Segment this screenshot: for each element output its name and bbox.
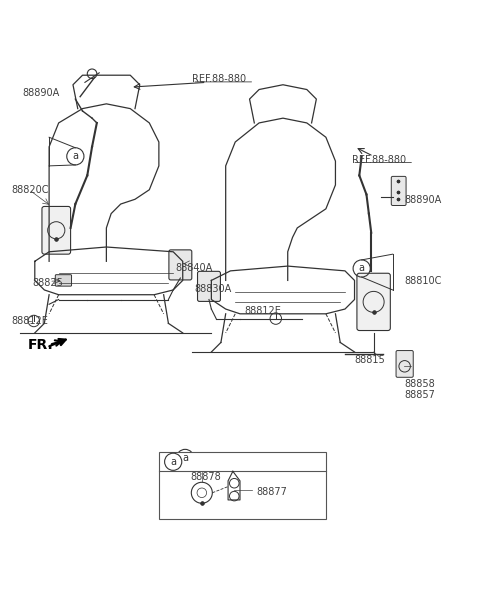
Text: REF.88-880: REF.88-880 [192, 74, 246, 84]
Text: 88812E: 88812E [11, 316, 48, 326]
Text: REF.88-880: REF.88-880 [352, 155, 406, 165]
FancyBboxPatch shape [55, 275, 72, 286]
Text: 88878: 88878 [190, 472, 221, 482]
Text: 88840A: 88840A [176, 264, 213, 274]
FancyBboxPatch shape [357, 273, 390, 331]
Bar [159, 452, 326, 519]
Text: 88810C: 88810C [405, 276, 442, 286]
Text: 88858: 88858 [405, 379, 435, 389]
Text: 88830A: 88830A [195, 284, 232, 294]
Text: 88815: 88815 [355, 355, 385, 365]
Text: 88890A: 88890A [23, 88, 60, 98]
Text: FR.: FR. [28, 338, 53, 352]
FancyBboxPatch shape [198, 271, 220, 301]
Text: 88890A: 88890A [405, 195, 442, 205]
Text: 88857: 88857 [405, 390, 435, 400]
Text: a: a [359, 264, 365, 274]
Text: a: a [72, 152, 78, 161]
Text: 88820C: 88820C [11, 184, 48, 195]
Text: 88825: 88825 [33, 278, 63, 288]
Text: 88812E: 88812E [245, 306, 282, 316]
FancyBboxPatch shape [42, 207, 71, 254]
FancyBboxPatch shape [391, 176, 406, 205]
FancyBboxPatch shape [396, 350, 413, 377]
Text: a: a [170, 457, 176, 467]
Text: 88877: 88877 [257, 487, 288, 497]
FancyBboxPatch shape [169, 250, 192, 280]
Text: a: a [182, 453, 188, 463]
